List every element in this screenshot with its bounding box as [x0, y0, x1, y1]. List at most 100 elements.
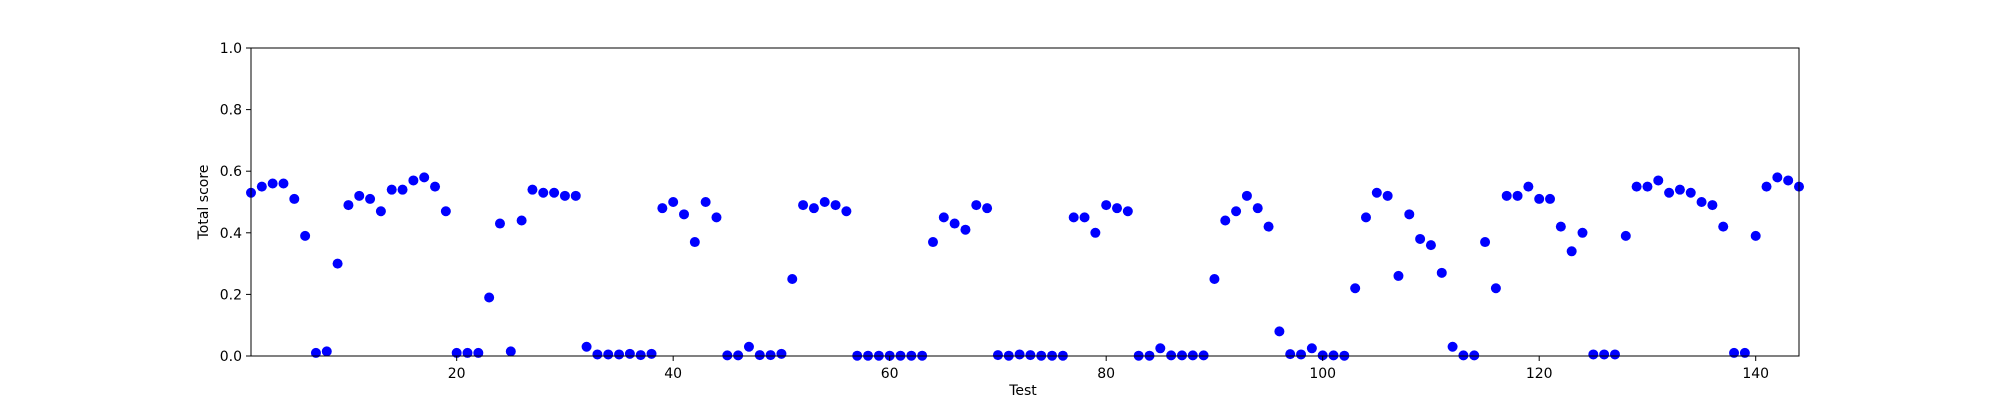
data-point: [841, 206, 852, 217]
data-point: [559, 190, 570, 201]
data-point: [278, 178, 289, 189]
data-point: [1068, 212, 1079, 223]
data-point: [1079, 212, 1090, 223]
data-point: [722, 350, 733, 361]
data-point: [1209, 274, 1220, 284]
data-point: [527, 184, 538, 195]
x-tick-label: 20: [448, 366, 466, 382]
data-point: [1090, 227, 1101, 238]
data-point: [289, 193, 300, 204]
data-point: [646, 348, 657, 359]
data-point: [754, 350, 765, 361]
data-point: [1696, 197, 1707, 207]
data-point: [538, 187, 549, 198]
data-point: [668, 197, 679, 207]
data-point: [798, 200, 809, 211]
data-point: [1252, 203, 1263, 214]
data-point: [375, 206, 386, 217]
data-point: [1122, 206, 1133, 217]
data-point: [570, 190, 581, 201]
y-tick-label: 0.6: [220, 164, 242, 180]
data-point: [1685, 187, 1696, 198]
data-point: [1664, 187, 1675, 198]
data-point: [516, 215, 527, 226]
data-point: [354, 190, 365, 201]
data-point: [581, 341, 592, 352]
data-point: [1328, 350, 1339, 361]
data-point: [592, 349, 603, 360]
x-tick-label: 80: [1097, 366, 1115, 382]
data-point: [1566, 246, 1577, 257]
y-axis-label: Total score: [196, 165, 212, 241]
data-point: [1187, 350, 1198, 361]
x-tick-label: 40: [664, 366, 682, 382]
data-point: [1263, 221, 1274, 232]
data-point: [1231, 206, 1242, 217]
data-point: [679, 209, 690, 220]
data-point: [1112, 203, 1123, 214]
data-point: [1393, 270, 1404, 281]
data-point: [462, 347, 473, 358]
data-point: [949, 218, 960, 229]
data-point: [657, 203, 668, 214]
data-point: [1761, 181, 1772, 192]
y-tick-label: 0.2: [220, 287, 242, 303]
data-point: [700, 197, 711, 207]
data-point: [982, 203, 993, 214]
data-point: [787, 274, 798, 284]
data-point: [484, 292, 495, 303]
data-point: [332, 258, 343, 269]
data-point: [1436, 267, 1447, 278]
data-point: [1176, 350, 1187, 361]
data-point: [549, 187, 560, 198]
data-point: [1014, 349, 1025, 360]
data-point: [1480, 237, 1491, 248]
data-point: [927, 237, 938, 248]
data-point: [1198, 350, 1209, 361]
data-point: [711, 212, 722, 223]
data-point: [1425, 240, 1436, 251]
x-tick-label: 120: [1526, 366, 1553, 382]
x-tick-label: 100: [1309, 366, 1336, 382]
data-point: [1512, 190, 1523, 201]
data-point: [1350, 283, 1361, 294]
data-point: [1750, 230, 1761, 241]
data-point: [408, 175, 419, 186]
data-point: [765, 350, 776, 361]
data-point: [430, 181, 441, 192]
data-point: [343, 200, 354, 211]
data-point: [1545, 193, 1556, 204]
data-point: [1729, 347, 1740, 358]
data-point: [1404, 209, 1415, 220]
data-point: [1631, 181, 1642, 192]
x-axis-ticks: 20 40 60 80 100 120 140: [448, 356, 1769, 382]
data-points: [246, 172, 1804, 361]
data-point: [494, 218, 505, 229]
data-point: [1317, 350, 1328, 361]
y-tick-label: 0.8: [220, 103, 242, 119]
y-tick-label: 0.0: [220, 349, 242, 365]
data-point: [635, 350, 646, 361]
data-point: [1285, 349, 1296, 360]
data-point: [1490, 283, 1501, 294]
data-point: [689, 237, 700, 248]
data-point: [1241, 190, 1252, 201]
data-point: [1739, 347, 1750, 358]
data-point: [830, 200, 841, 211]
data-point: [1588, 349, 1599, 360]
data-point: [386, 184, 397, 195]
data-point: [1469, 350, 1480, 361]
data-point: [1296, 349, 1307, 360]
data-point: [1415, 233, 1426, 244]
plot-area-frame: [250, 47, 1800, 357]
data-point: [1523, 181, 1534, 192]
data-point: [1674, 184, 1685, 195]
data-point: [1707, 200, 1718, 211]
data-point: [1155, 343, 1166, 354]
data-point: [365, 193, 376, 204]
data-point: [808, 203, 819, 214]
data-point: [1306, 343, 1317, 354]
data-point: [938, 212, 949, 223]
